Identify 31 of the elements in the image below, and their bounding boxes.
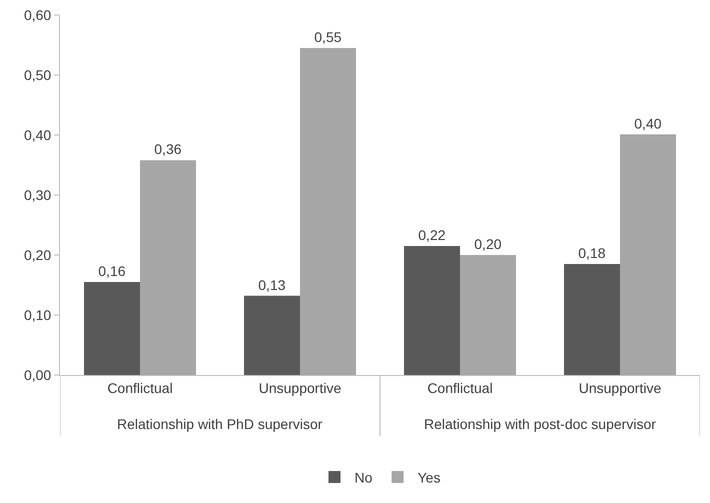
x-tick-label: Conflictual (107, 380, 173, 396)
data-label: 0,18 (578, 245, 606, 261)
x-tick-label: Unsupportive (258, 380, 342, 396)
bar (244, 296, 300, 375)
data-label: 0,22 (418, 227, 446, 243)
y-tick-label: 0,10 (24, 306, 52, 323)
text: Relationship with PhD supervisor (117, 416, 323, 432)
bar (620, 134, 676, 375)
y-tick-label: 0,40 (24, 126, 52, 143)
x-tick-label: Conflictual (427, 380, 493, 396)
data-label: 0,55 (314, 29, 342, 45)
y-tick-label: 0,30 (24, 186, 52, 203)
x-tick-label: Unsupportive (578, 380, 662, 396)
legend-label: Yes (418, 469, 440, 486)
bar (84, 282, 140, 375)
bar (404, 246, 460, 375)
data-label: 0,36 (154, 141, 182, 158)
y-tick-label: 0,50 (24, 66, 52, 83)
y-tick-label: 0,60 (24, 6, 52, 23)
data-label: 0,20 (474, 236, 502, 252)
bar (460, 255, 516, 375)
data-label: 0,16 (98, 263, 126, 279)
y-tick-label: 0,20 (24, 246, 52, 263)
data-label: 0,13 (258, 276, 286, 293)
text: Relationship with post-doc supervisor (424, 416, 656, 432)
legend-label: No (354, 469, 373, 486)
bar (300, 48, 356, 375)
y-tick-label: 0,00 (24, 366, 52, 383)
data-label: 0,40 (634, 115, 662, 132)
bar (564, 264, 620, 375)
bar (140, 160, 196, 375)
